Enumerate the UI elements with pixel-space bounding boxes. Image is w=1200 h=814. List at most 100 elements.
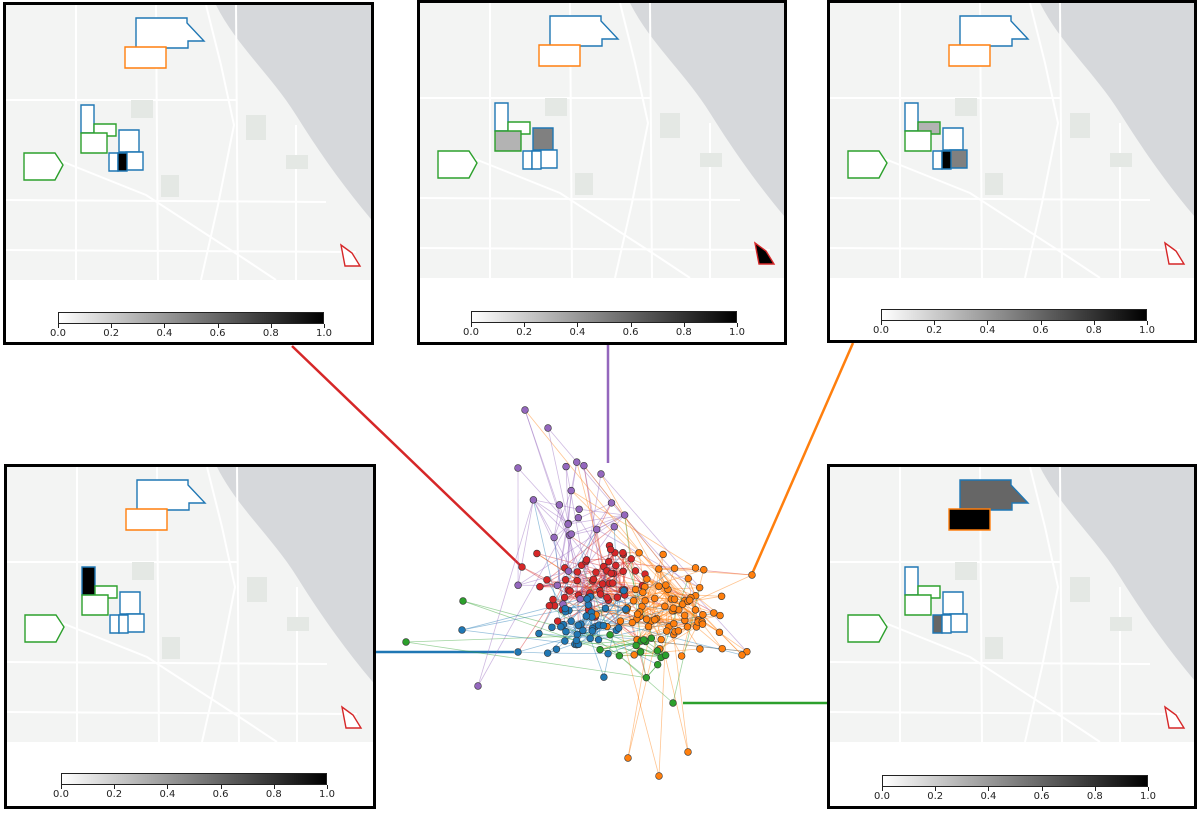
graph-node — [684, 748, 692, 756]
street — [869, 152, 1101, 278]
graph-node — [606, 631, 614, 639]
graph-edge — [624, 594, 675, 600]
graph-node — [627, 555, 635, 563]
graph-node — [635, 549, 643, 557]
park-area — [247, 577, 267, 602]
colorbar-gradient — [881, 309, 1147, 321]
street — [6, 199, 327, 203]
graph-edge — [667, 589, 697, 628]
graph-node — [562, 627, 570, 636]
map-regions — [437, 15, 776, 265]
graph-node — [663, 627, 671, 635]
graph-node — [582, 612, 590, 620]
park-area — [545, 98, 567, 116]
graph-edge — [576, 580, 579, 626]
graph-node — [567, 617, 575, 625]
panel-orange: 0.0 0.2 0.4 0.6 0.8 1.0 — [827, 0, 1197, 343]
graph-edge — [579, 508, 625, 516]
graph-node — [670, 564, 679, 573]
graph-node — [641, 596, 649, 605]
graph-node — [601, 604, 610, 613]
graph-node — [573, 458, 581, 466]
map-region — [437, 150, 478, 179]
connector-red — [291, 345, 523, 568]
colorbar-tick-label: 0.6 — [1032, 325, 1049, 336]
street — [830, 247, 1181, 251]
colorbar-tick-label: 0.6 — [212, 789, 229, 800]
colorbar-tick-label: 0.4 — [569, 327, 586, 338]
map-region — [949, 149, 968, 169]
panel-green: 0.0 0.2 0.4 0.6 0.8 1.0 — [827, 464, 1197, 809]
graph-node — [661, 602, 669, 611]
graph-node — [612, 561, 620, 570]
graph-edge — [588, 597, 618, 611]
graph-edge — [637, 598, 675, 615]
lake-water — [630, 3, 784, 216]
graph-node — [543, 649, 552, 657]
graph-node — [574, 513, 583, 522]
street — [459, 152, 691, 278]
graph-edge — [549, 570, 624, 607]
graph-node — [564, 520, 572, 528]
map-region — [904, 130, 932, 152]
graph-edge — [517, 570, 569, 586]
map-region — [904, 594, 932, 616]
map-parks — [955, 562, 1132, 659]
graph-node — [619, 549, 627, 557]
lake-water — [1040, 3, 1194, 216]
graph-node — [584, 601, 593, 609]
graph-edge — [589, 592, 638, 641]
graph-node — [631, 585, 640, 594]
map-region — [932, 614, 943, 634]
graph-edge — [546, 526, 615, 581]
graph-edge — [613, 526, 620, 629]
street — [869, 616, 1101, 742]
graph-edge — [596, 514, 625, 530]
colorbar-tick-label: 0.8 — [262, 328, 279, 339]
graph-edge — [461, 629, 575, 645]
graph-node — [575, 505, 583, 513]
graph-node — [596, 590, 605, 598]
graph-node — [607, 499, 616, 507]
graph-node — [458, 626, 466, 634]
graph-node — [622, 605, 630, 613]
graph-node — [630, 651, 638, 659]
colorbar-gradient — [58, 312, 324, 324]
map-region — [80, 132, 108, 154]
graph-node — [573, 576, 581, 585]
graph-node — [613, 593, 622, 602]
map-parks — [131, 100, 308, 197]
map-region — [494, 102, 509, 132]
graph-node — [680, 611, 689, 620]
graph-node — [514, 581, 522, 589]
colorbar-tick — [164, 324, 166, 328]
graph-node — [657, 635, 665, 644]
colorbar-tick — [111, 324, 113, 328]
graph-edge — [524, 409, 683, 605]
graph-node — [582, 556, 591, 564]
park-area — [955, 562, 977, 580]
map-region — [1163, 705, 1186, 729]
map-region — [125, 508, 168, 531]
graph-edge — [645, 600, 673, 612]
graph-node — [529, 496, 538, 504]
graph-node — [583, 595, 591, 603]
graph-edge — [613, 573, 691, 599]
graph-edge — [565, 579, 600, 592]
graph-edge — [564, 502, 612, 598]
street — [649, 3, 653, 278]
graph-node — [588, 627, 597, 635]
map-region — [942, 591, 964, 615]
graph-node — [608, 579, 617, 587]
street — [201, 467, 237, 742]
graph-node — [573, 568, 582, 576]
colorbar-tick-label: 0.2 — [106, 789, 123, 800]
graph-node — [651, 616, 659, 624]
graph-edge — [624, 514, 641, 613]
graph-node — [614, 624, 623, 632]
graph-edge — [627, 589, 669, 759]
graph-edge — [553, 490, 572, 538]
map-region — [118, 614, 129, 634]
graph-node — [691, 606, 700, 614]
graph-node — [561, 576, 570, 584]
